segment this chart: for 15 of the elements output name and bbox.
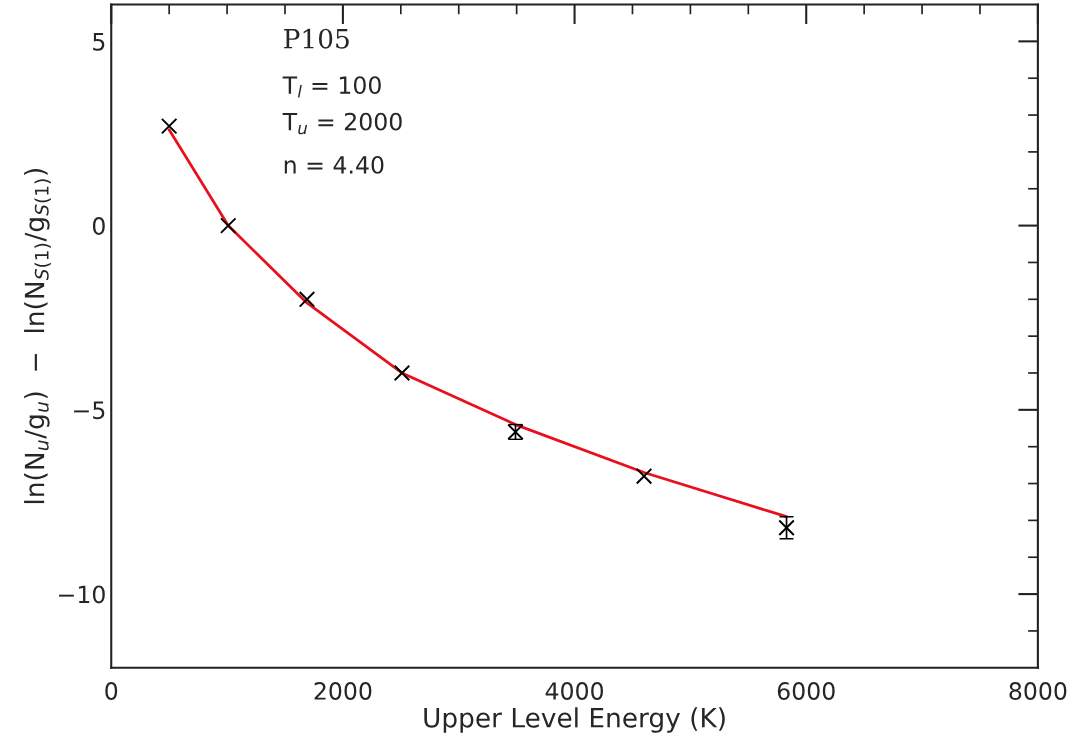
x-tick-label: 4000 <box>545 682 604 700</box>
x-tick-label: 8000 <box>1009 682 1067 700</box>
annotation: P105 <box>284 28 349 49</box>
y-tick-label: 0 <box>92 217 105 235</box>
y-tick-label: −10 <box>59 585 105 604</box>
annotation: n = 4.40 <box>284 156 384 174</box>
text: ln(N$_{u}$/g$_{u}$) − ln(N$_{S(1)}$/g$_{S(1)}$) <box>24 169 51 504</box>
x-tick-label: 0 <box>105 682 118 700</box>
x-tick-label: 2000 <box>314 682 372 700</box>
annotation: T$_{u}$ = 2000 <box>282 112 402 135</box>
x-axis-title: Upper Level Energy (K) <box>424 707 725 733</box>
y-tick-label: −5 <box>74 401 105 420</box>
x-tick-label: 6000 <box>777 682 835 700</box>
annotation: T$_{l}$ = 100 <box>282 76 381 98</box>
y-tick-label: 5 <box>93 33 105 51</box>
